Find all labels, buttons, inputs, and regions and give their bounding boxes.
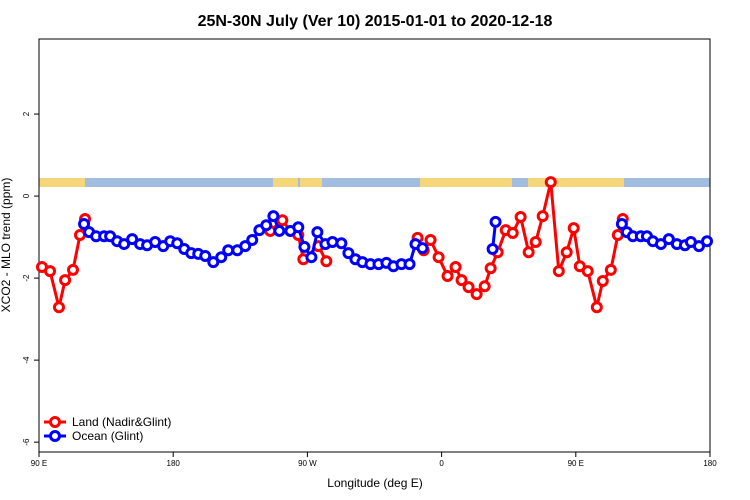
data-point bbox=[246, 233, 259, 246]
data-point bbox=[604, 263, 617, 276]
y-tick-label: 0 bbox=[22, 193, 31, 198]
data-point bbox=[342, 247, 355, 260]
data-point bbox=[486, 242, 499, 255]
data-point bbox=[455, 274, 468, 287]
data-point bbox=[432, 251, 445, 264]
data-point bbox=[416, 242, 429, 255]
data-point bbox=[470, 288, 483, 301]
x-tick-label: 90 E bbox=[31, 459, 47, 468]
y-tick-label: -6 bbox=[22, 438, 31, 446]
data-point bbox=[441, 270, 454, 283]
legend-marker bbox=[49, 416, 61, 428]
data-point bbox=[118, 238, 131, 251]
data-point bbox=[215, 251, 228, 264]
data-point bbox=[276, 214, 289, 227]
data-point bbox=[305, 251, 318, 264]
data-point bbox=[66, 263, 79, 276]
legend-label: Ocean (Glint) bbox=[72, 429, 143, 443]
y-tick-label: 2 bbox=[22, 111, 31, 116]
data-point bbox=[52, 301, 65, 314]
data-point bbox=[560, 246, 573, 259]
data-point bbox=[239, 240, 252, 253]
data-point bbox=[260, 219, 273, 232]
data-point bbox=[536, 210, 549, 223]
data-point bbox=[424, 233, 437, 246]
data-point bbox=[506, 226, 519, 239]
x-tick-label: 90 E bbox=[568, 459, 584, 468]
data-point bbox=[403, 258, 416, 271]
data-point bbox=[529, 236, 542, 249]
y-axis-label: XCO2 - MLO trend (ppm) bbox=[0, 178, 13, 313]
legend-marker bbox=[49, 430, 61, 442]
data-point bbox=[478, 280, 491, 293]
data-point bbox=[335, 237, 348, 250]
data-point bbox=[44, 265, 57, 278]
data-point bbox=[581, 265, 594, 278]
data-point bbox=[292, 221, 305, 234]
data-point bbox=[514, 210, 527, 223]
data-point bbox=[544, 176, 557, 189]
series-line bbox=[416, 181, 625, 308]
data-point bbox=[199, 249, 212, 262]
data-point bbox=[267, 210, 280, 223]
x-tick-label: 0 bbox=[439, 459, 444, 468]
y-tick-label: -2 bbox=[22, 274, 31, 282]
data-point bbox=[449, 261, 462, 274]
land-ocean-strip bbox=[39, 178, 710, 187]
data-point bbox=[320, 255, 333, 268]
data-point bbox=[489, 215, 502, 228]
x-tick-label: 90 W bbox=[298, 459, 317, 468]
data-point bbox=[484, 262, 497, 275]
legend-label: Land (Nadir&Glint) bbox=[72, 415, 171, 429]
x-axis-label: Longitude (deg E) bbox=[327, 476, 422, 490]
chart-title: 25N-30N July (Ver 10) 2015-01-01 to 2020… bbox=[198, 13, 553, 30]
data-point bbox=[522, 246, 535, 259]
data-point bbox=[662, 233, 675, 246]
data-point bbox=[615, 217, 628, 230]
data-point bbox=[298, 240, 311, 253]
data-point bbox=[701, 235, 714, 248]
data-point bbox=[567, 222, 580, 235]
data-point bbox=[462, 281, 475, 294]
data-point bbox=[311, 226, 324, 239]
data-point bbox=[590, 301, 603, 314]
data-point bbox=[596, 274, 609, 287]
x-tick-label: 180 bbox=[703, 459, 717, 468]
data-point bbox=[273, 224, 286, 237]
data-point bbox=[692, 240, 705, 253]
data-point bbox=[552, 265, 565, 278]
data-point bbox=[59, 274, 72, 287]
y-tick-label: -4 bbox=[22, 356, 31, 364]
x-tick-label: 180 bbox=[167, 459, 181, 468]
data-point bbox=[78, 217, 91, 230]
